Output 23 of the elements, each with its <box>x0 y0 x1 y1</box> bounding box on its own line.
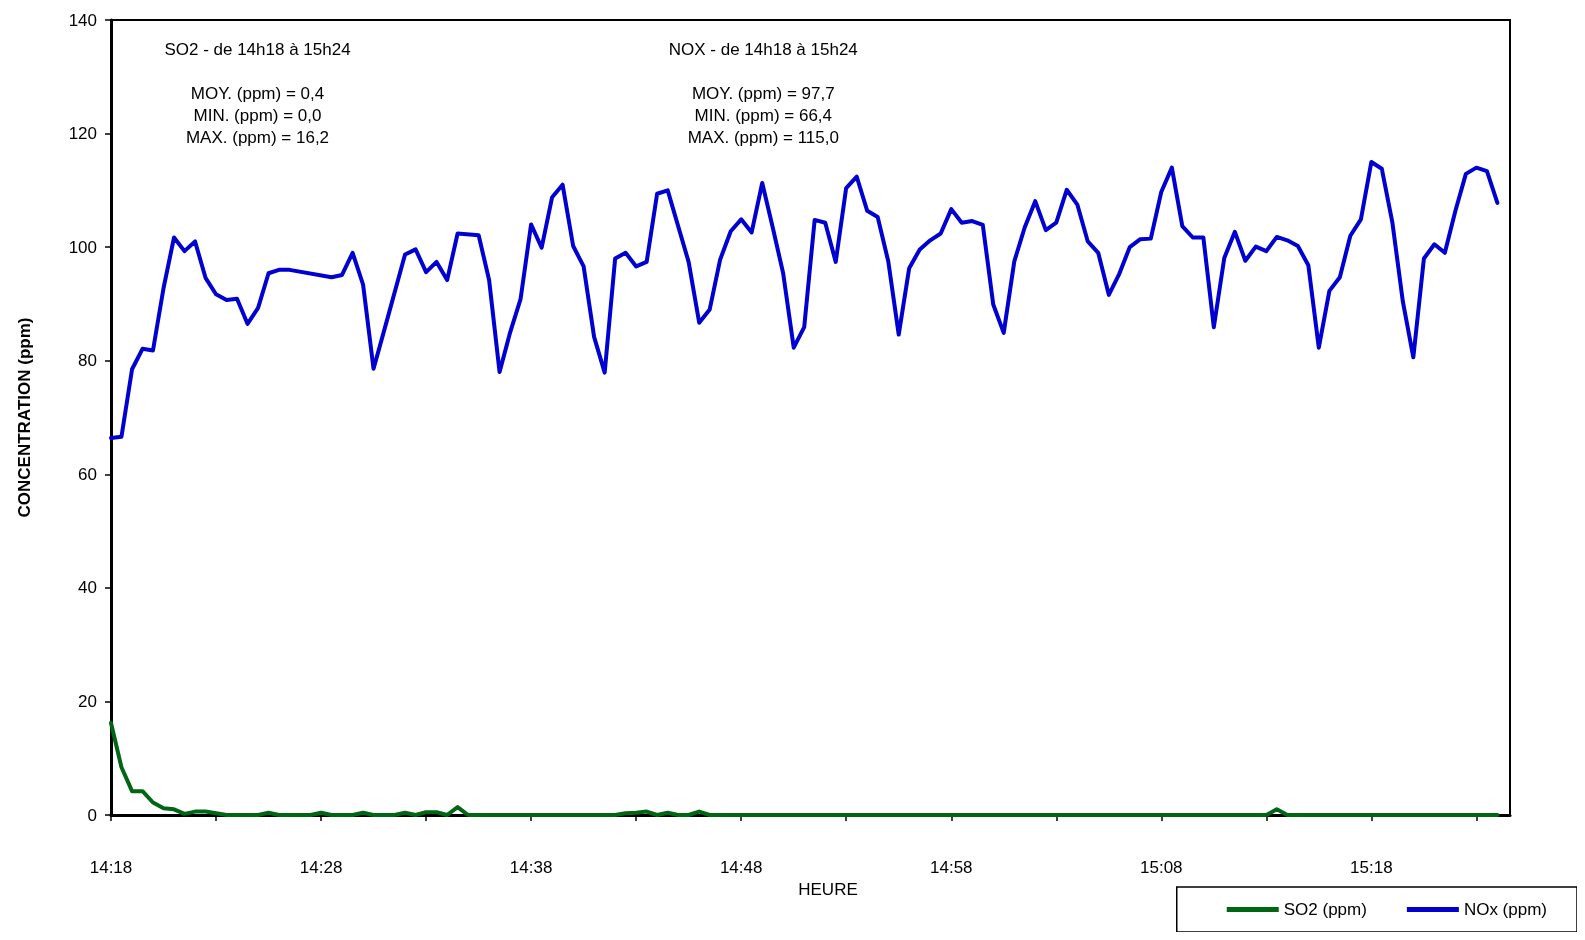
legend-label: NOx (ppm) <box>1463 900 1548 919</box>
x-tick-label: 14:58 <box>930 858 973 877</box>
y-tick-label: 80 <box>78 351 97 371</box>
x-tick-label: 15:18 <box>1350 858 1393 877</box>
y-tick-label: 140 <box>68 10 97 30</box>
y-tick-label: 120 <box>68 124 97 144</box>
text: NOX - de 14h18 à 15h24 MOY. (ppm) = 97,7 MIN. (ppm) = 66,4 MAX. (ppm) = 115,0 <box>668 39 858 147</box>
y-tick-label: 20 <box>78 691 97 711</box>
line-series <box>109 721 1500 817</box>
text: SO2 - de 14h18 à 15h24 MOY. (ppm) = 0,4 MIN. (ppm) = 0,0 MAX. (ppm) = 16,2 <box>164 39 351 147</box>
x-tick-label: 15:08 <box>1139 858 1183 877</box>
y-tick-label: 100 <box>68 237 97 257</box>
x-axis-title: HEURE <box>798 879 858 899</box>
x-tick-label: 14:38 <box>509 858 553 877</box>
y-tick-label: 40 <box>78 578 97 598</box>
y-axis-title: CONCENTRATION (ppm) <box>15 317 34 518</box>
y-tick-label: 0 <box>87 805 97 825</box>
x-tick-label: 14:18 <box>89 858 133 877</box>
line-series <box>109 159 1500 440</box>
x-tick-label: 14:28 <box>299 858 343 877</box>
legend-label: SO2 (ppm) <box>1283 900 1367 919</box>
x-tick-label: 14:48 <box>719 858 763 877</box>
y-tick-label: 60 <box>78 464 97 484</box>
